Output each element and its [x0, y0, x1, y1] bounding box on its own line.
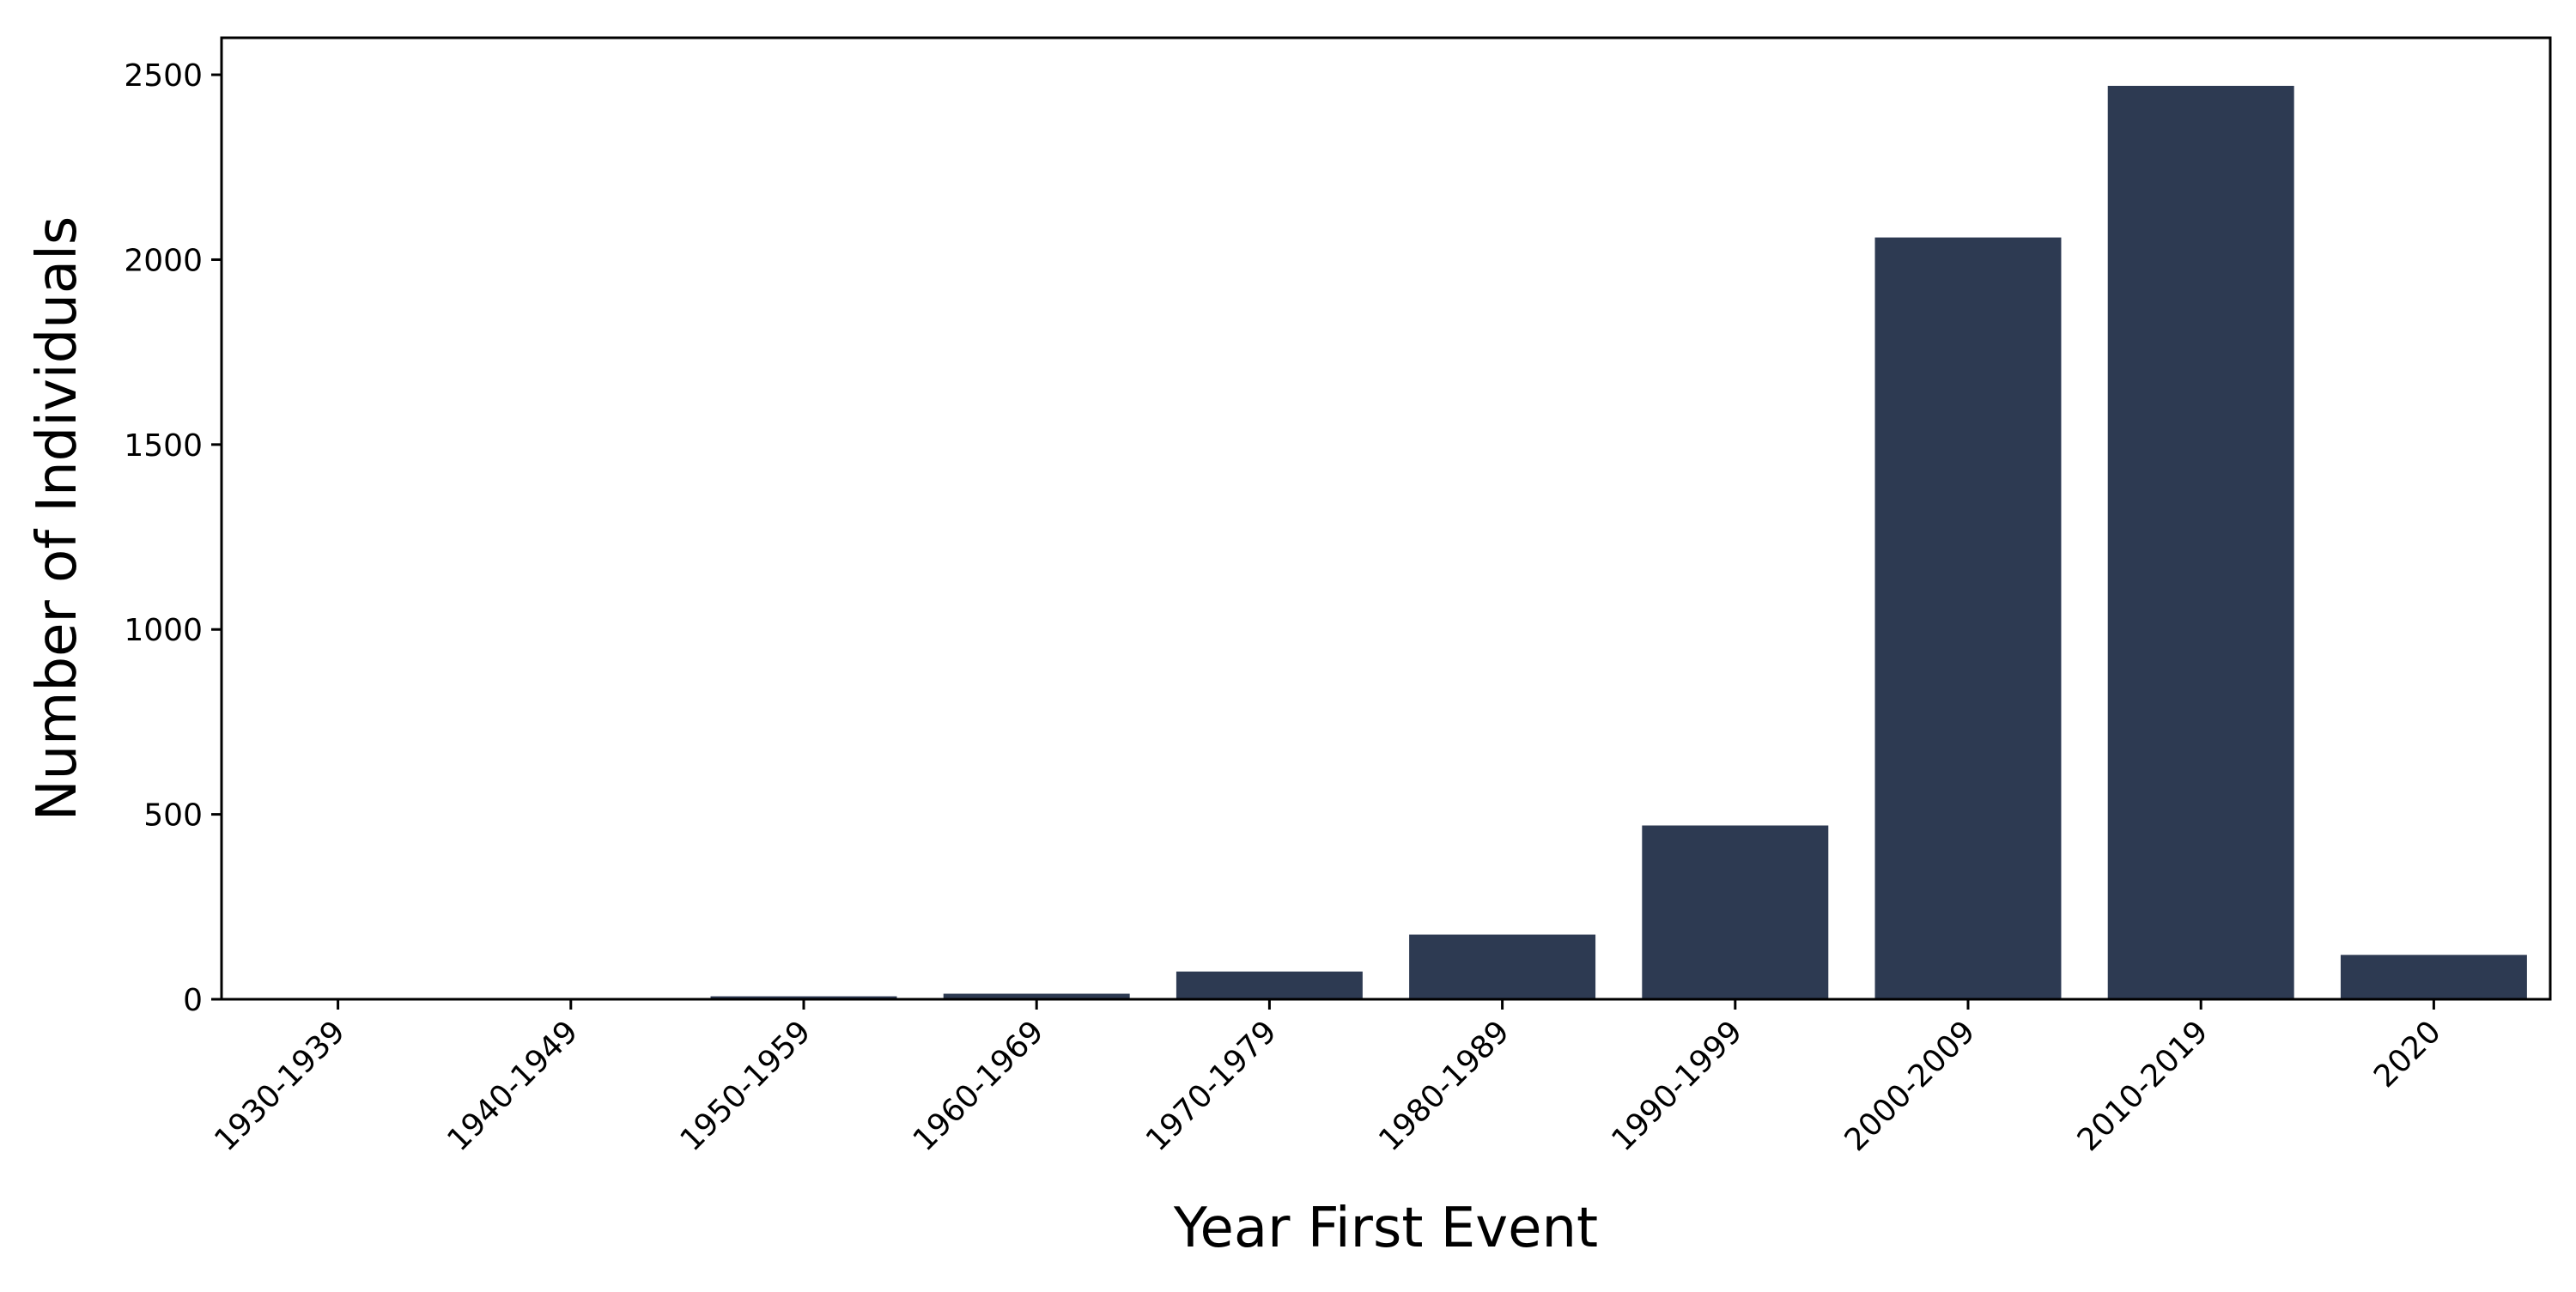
bars-group — [245, 86, 2527, 999]
x-tick-label: 2020 — [2367, 1014, 2448, 1095]
x-tick-label: 1930-1939 — [208, 1014, 352, 1158]
y-axis-label: Number of Individuals — [26, 216, 89, 822]
y-tick-label: 1000 — [124, 613, 203, 648]
x-tick-label: 1960-1969 — [907, 1014, 1051, 1158]
y-tick-label: 500 — [143, 798, 203, 834]
y-tick-label: 0 — [183, 983, 203, 1018]
x-tick-label: 1990-1999 — [1605, 1014, 1749, 1158]
x-tick-label: 1940-1949 — [440, 1014, 585, 1158]
x-tick-label: 1970-1979 — [1139, 1014, 1284, 1158]
y-tick-label: 2000 — [124, 243, 203, 278]
x-tick-label: 2000-2009 — [1838, 1014, 1983, 1158]
bar-2010-2019 — [2108, 86, 2294, 999]
x-tick-label: 2010-2019 — [2071, 1014, 2215, 1158]
bar-2000-2009 — [1875, 238, 2062, 999]
bar-1970-1979 — [1176, 972, 1363, 999]
x-tick-label: 1980-1989 — [1372, 1014, 1516, 1158]
x-axis-label: Year First Event — [1173, 1197, 1598, 1260]
y-tick-label: 1500 — [124, 428, 203, 464]
bar-1990-1999 — [1642, 826, 1828, 999]
x-axis-ticks: 1930-1939 1940-1949 1950-1959 1960-1969 1970… — [208, 999, 2448, 1158]
y-tick-label: 2500 — [124, 58, 203, 94]
bar-2020 — [2341, 955, 2527, 999]
x-tick-label: 1950-1959 — [674, 1014, 818, 1158]
y-axis-ticks: 0 500 1000 1500 2000 2500 — [124, 58, 222, 1018]
bar-1980-1989 — [1409, 935, 1595, 999]
